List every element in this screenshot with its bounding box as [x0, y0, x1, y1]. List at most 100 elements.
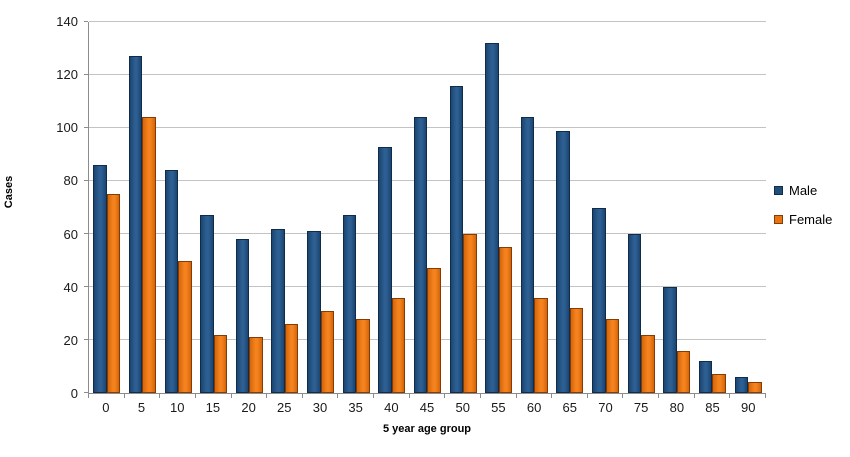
- x-tick-label-40: 40: [384, 400, 399, 415]
- female-bar-25: [284, 324, 299, 393]
- x-tick-label-20: 20: [241, 400, 256, 415]
- female-bar-40: [391, 297, 406, 393]
- y-tick-60: [84, 233, 88, 234]
- y-tick-120: [84, 74, 88, 75]
- y-tick-label-80: 80: [63, 173, 78, 189]
- male-bar-20: [235, 239, 250, 393]
- x-tick-60: [517, 394, 553, 398]
- x-tick-75: [623, 394, 659, 398]
- x-tick-70: [588, 394, 624, 398]
- gridline-120: [89, 74, 766, 75]
- x-tick-80: [659, 394, 695, 398]
- male-bar-15: [200, 215, 214, 393]
- y-tick-label-120: 120: [56, 67, 78, 83]
- bar-group-5: [125, 22, 161, 393]
- y-tick-20: [84, 339, 88, 340]
- x-tick-45: [410, 394, 446, 398]
- bar-group-45: [410, 22, 446, 393]
- male-bar-70: [592, 207, 606, 393]
- male-bar-40: [378, 146, 392, 393]
- female-bar-30: [320, 310, 335, 393]
- bar-group-25: [267, 22, 303, 393]
- bar-group-65: [552, 22, 588, 393]
- bar-group-90: [730, 22, 766, 393]
- male-bar-75: [627, 234, 642, 393]
- x-axis-labels: 0 5 10 15 20 25 30 35 40 45 50 55 60 65 70 75 80 85 90: [88, 400, 766, 415]
- bar-group-35: [338, 22, 374, 393]
- x-tick-15: [196, 394, 232, 398]
- male-bar-80: [663, 287, 677, 393]
- x-tick-20: [232, 394, 268, 398]
- x-axis-ticks: [88, 394, 766, 398]
- bar-group-75: [623, 22, 659, 393]
- male-bar-60: [520, 117, 535, 393]
- male-bar-90: [734, 377, 749, 393]
- bar-group-10: [160, 22, 196, 393]
- x-tick-label-45: 45: [419, 400, 435, 415]
- x-tick-label-60: 60: [526, 400, 542, 415]
- y-tick-label-140: 140: [56, 14, 78, 29]
- male-bar-35: [342, 215, 357, 393]
- female-bar-80: [676, 350, 691, 393]
- female-bar-85: [712, 374, 726, 393]
- x-tick-5: [125, 394, 161, 398]
- bar-group-15: [196, 22, 232, 393]
- y-tick-label-0: 0: [70, 386, 78, 401]
- female-bar-60: [534, 297, 548, 393]
- bar-group-50: [445, 22, 481, 393]
- x-tick-label-75: 75: [633, 400, 649, 415]
- y-axis-labels: 0 20 40 60 80 100 120 140: [0, 15, 78, 401]
- gridline-60: [89, 233, 766, 234]
- x-tick-90: [730, 394, 766, 398]
- male-legend-marker-icon: [774, 186, 783, 195]
- x-tick-label-65: 65: [562, 400, 578, 415]
- y-tick-label-20: 20: [63, 332, 78, 348]
- female-bar-0: [106, 194, 121, 393]
- x-tick-35: [338, 394, 374, 398]
- legend-label-female: Female: [789, 212, 833, 227]
- x-tick-55: [481, 394, 517, 398]
- x-tick-label-70: 70: [598, 400, 613, 415]
- bar-group-30: [303, 22, 339, 393]
- plot-area: [84, 21, 766, 394]
- female-bar-35: [356, 318, 370, 393]
- gridline-80: [89, 180, 766, 181]
- x-tick-label-0: 0: [102, 400, 110, 415]
- bar-group-80: [659, 22, 695, 393]
- male-bar-65: [556, 130, 570, 393]
- male-bar-45: [413, 117, 428, 393]
- x-tick-label-55: 55: [491, 400, 506, 415]
- gridline-100: [89, 127, 766, 128]
- male-bar-55: [485, 43, 499, 393]
- female-bar-20: [249, 337, 263, 393]
- gridline-140: [89, 21, 766, 22]
- x-axis-title: 5 year age group: [382, 423, 472, 435]
- male-bar-30: [307, 231, 321, 393]
- female-bar-65: [569, 308, 584, 393]
- female-bar-50: [463, 234, 477, 393]
- bar-group-0: [89, 22, 125, 393]
- x-tick-10: [160, 394, 196, 398]
- x-tick-25: [267, 394, 303, 398]
- x-tick-label-30: 30: [312, 400, 328, 415]
- female-bar-90: [748, 382, 762, 393]
- bar-group-20: [232, 22, 268, 393]
- female-bar-10: [178, 260, 192, 393]
- male-bar-50: [449, 85, 464, 393]
- bar-group-85: [695, 22, 731, 393]
- x-tick-label-25: 25: [277, 400, 292, 415]
- bar-group-70: [588, 22, 624, 393]
- male-bar-85: [698, 361, 713, 393]
- x-tick-30: [303, 394, 339, 398]
- legend-label-male: Male: [789, 183, 818, 198]
- x-tick-label-15: 15: [205, 400, 221, 415]
- y-tick-80: [84, 180, 88, 181]
- x-tick-65: [552, 394, 588, 398]
- x-tick-85: [695, 394, 731, 398]
- female-bar-55: [498, 247, 513, 393]
- male-bar-0: [93, 165, 107, 393]
- x-tick-label-90: 90: [740, 400, 756, 415]
- male-bar-5: [128, 56, 143, 393]
- y-tick-100: [84, 127, 88, 128]
